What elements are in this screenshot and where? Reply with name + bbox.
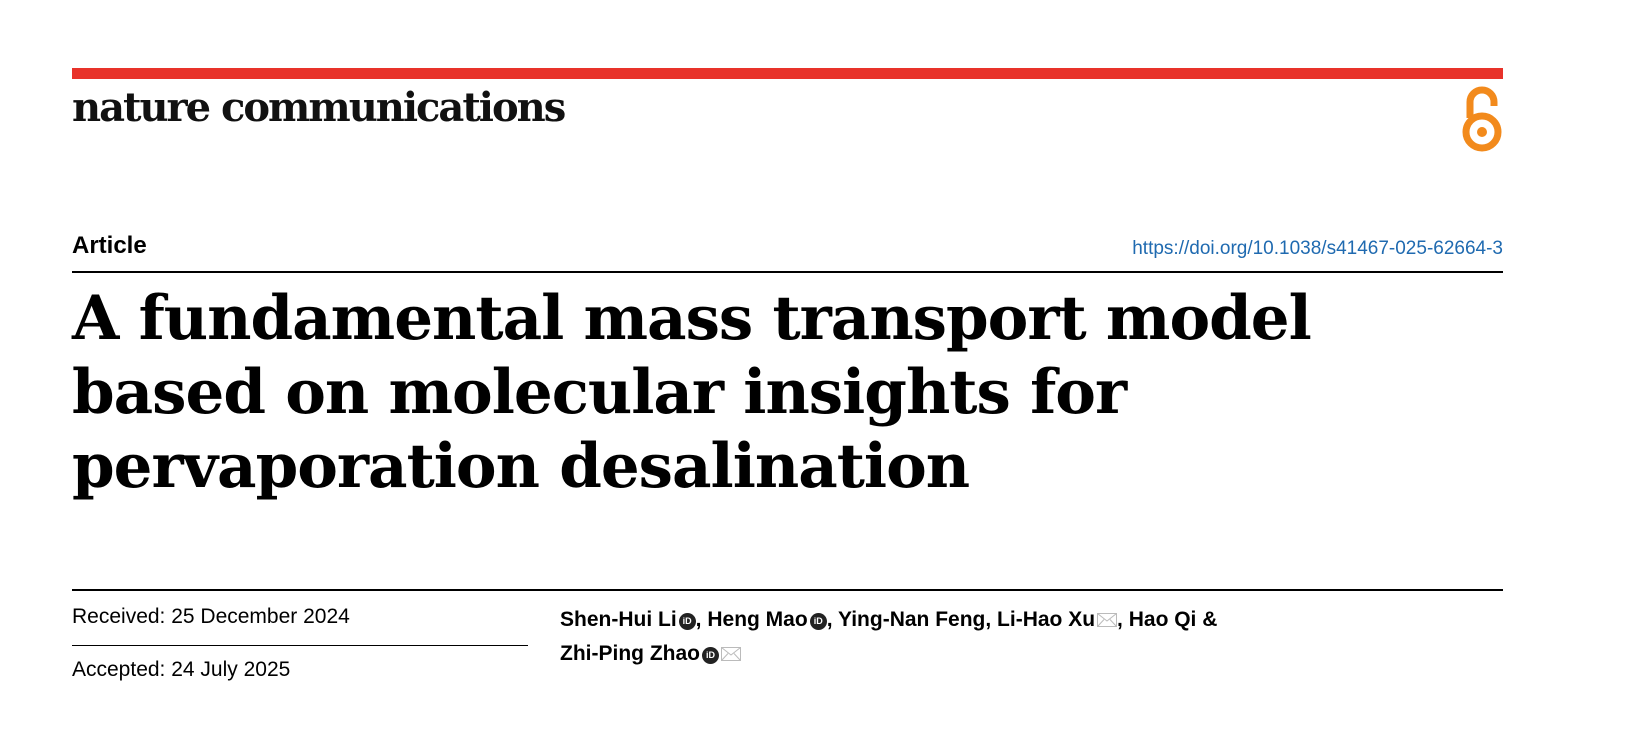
email-icon[interactable] [1097,613,1118,627]
orcid-icon[interactable]: iD [678,613,696,630]
open-access-lock-icon [1462,86,1502,152]
author-separator: , [1117,608,1129,631]
received-date: Received: 25 December 2024 [72,605,350,628]
author-name[interactable]: Hao Qi [1128,608,1197,631]
author-separator: , [826,608,838,631]
doi-link[interactable]: https://doi.org/10.1038/s41467-025-62664… [1132,238,1503,259]
author-name[interactable]: Ying-Nan Feng [837,608,986,631]
article-type: Article [72,232,147,259]
divider [72,645,528,646]
author-separator: , [695,608,708,631]
author-name[interactable]: Zhi-Ping Zhao [560,642,700,665]
author-name[interactable]: Heng Mao [707,608,808,631]
author-separator: & [1196,608,1224,631]
journal-name: nature communications [72,84,566,131]
author-name[interactable]: Li-Hao Xu [997,608,1096,631]
author-separator: , [985,608,998,631]
journal-accent-bar [72,68,1503,79]
divider [72,271,1503,273]
email-icon[interactable] [720,647,741,661]
divider [72,589,1503,591]
author-list: Shen-Hui Li iD, Heng Mao iD, Ying-Nan Feng… [560,603,1460,671]
orcid-icon[interactable]: iD [809,613,827,630]
orcid-icon[interactable]: iD [701,647,719,664]
author-name[interactable]: Shen-Hui Li [560,608,677,631]
accepted-date: Accepted: 24 July 2025 [72,658,291,681]
article-title: A fundamental mass transport model based… [72,283,1312,502]
